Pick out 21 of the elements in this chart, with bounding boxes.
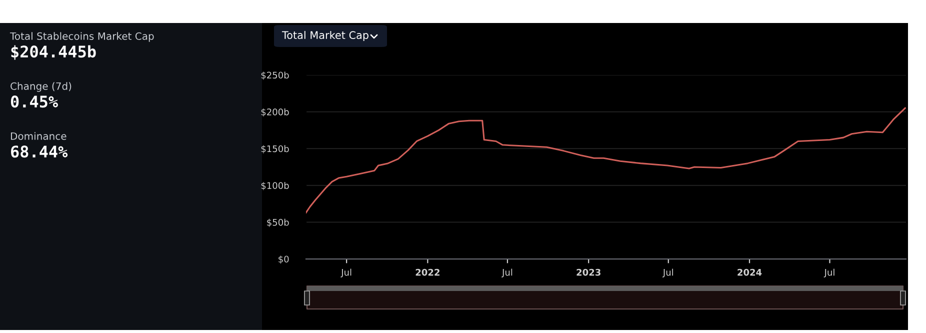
- x-tick-label: 2022: [416, 268, 440, 276]
- y-tick-label: $100b: [261, 182, 289, 190]
- text: Change (7d): [10, 82, 72, 92]
- text: Dominance: [10, 132, 66, 140]
- text: 0.45%: [10, 96, 58, 108]
- y-tick-label: $150b: [261, 145, 289, 154]
- x-tick-label: Jul: [662, 268, 673, 278]
- x-tick-label: Jul: [502, 268, 512, 278]
- line-series: [306, 107, 906, 214]
- chart-title: Total Market Cap: [282, 30, 368, 42]
- y-tick-label: $200b: [261, 108, 289, 117]
- text: Total Stablecoins Market Cap: [10, 32, 154, 42]
- y-tick-label: $0: [278, 256, 289, 264]
- x-tick-label: 2023: [576, 268, 600, 276]
- x-tick-label: Jul: [824, 268, 834, 278]
- y-tick-label: $50b: [267, 218, 289, 227]
- y-tick-label: $250b: [261, 72, 289, 80]
- text: 68.44%: [11, 146, 68, 158]
- x-tick-label: 2024: [738, 268, 762, 276]
- text: $204.445b: [11, 45, 96, 60]
- x-tick-label: Jul: [340, 268, 352, 278]
